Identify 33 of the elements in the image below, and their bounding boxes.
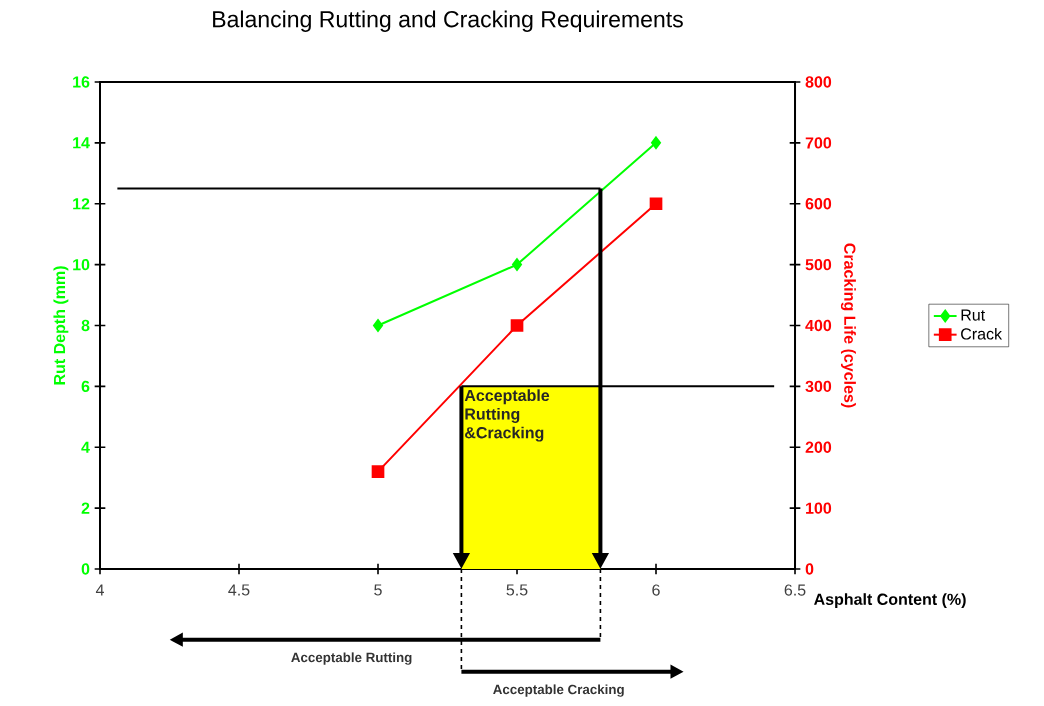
y2-tick-label: 200 — [805, 441, 832, 453]
legend-label: Crack — [961, 327, 1003, 340]
y-tick-label: 16 — [73, 76, 90, 88]
x-tick-label: 4.5 — [228, 584, 250, 596]
y-axis-title: Rut Depth (mm) — [53, 266, 69, 385]
y-tick-label: 8 — [81, 319, 90, 332]
y2-tick-label: 800 — [805, 76, 832, 88]
y-tick-label: 12 — [73, 198, 90, 210]
y2-tick-label: 700 — [805, 137, 832, 149]
text: Acceptable Cracking — [493, 684, 624, 697]
y2-tick-label: 0 — [805, 563, 814, 575]
y-tick-label: 6 — [81, 380, 90, 393]
y2-tick-label: 300 — [805, 380, 832, 393]
chart-title: Balancing Rutting and Cracking Requirements — [213, 10, 683, 32]
y2-tick-label: 600 — [805, 198, 832, 210]
x-tick-label: 6.5 — [784, 584, 806, 596]
y-tick-label: 10 — [73, 258, 90, 271]
y2-tick-label: 400 — [805, 319, 832, 332]
text: Acceptable Rutting — [291, 652, 412, 665]
y-tick-label: 4 — [81, 441, 90, 453]
x-tick-label: 4 — [95, 584, 104, 596]
legend-label: Rut — [961, 309, 986, 321]
band-label: Acceptable Rutting &Cracking — [464, 389, 550, 442]
x-tick-label: 5.5 — [506, 584, 528, 596]
y-tick-label: 0 — [81, 563, 90, 575]
y-tick-label: 2 — [81, 502, 90, 514]
x-tick-label: 6 — [652, 584, 660, 596]
y2-tick-label: 500 — [805, 258, 832, 271]
y2-tick-label: 100 — [806, 502, 832, 514]
x-tick-label: 5 — [374, 584, 382, 596]
y2-axis-title: Cracking Life (cycles) — [840, 243, 856, 408]
x-axis-title: Asphalt Content (%) — [814, 593, 966, 609]
y-tick-label: 14 — [73, 137, 90, 149]
